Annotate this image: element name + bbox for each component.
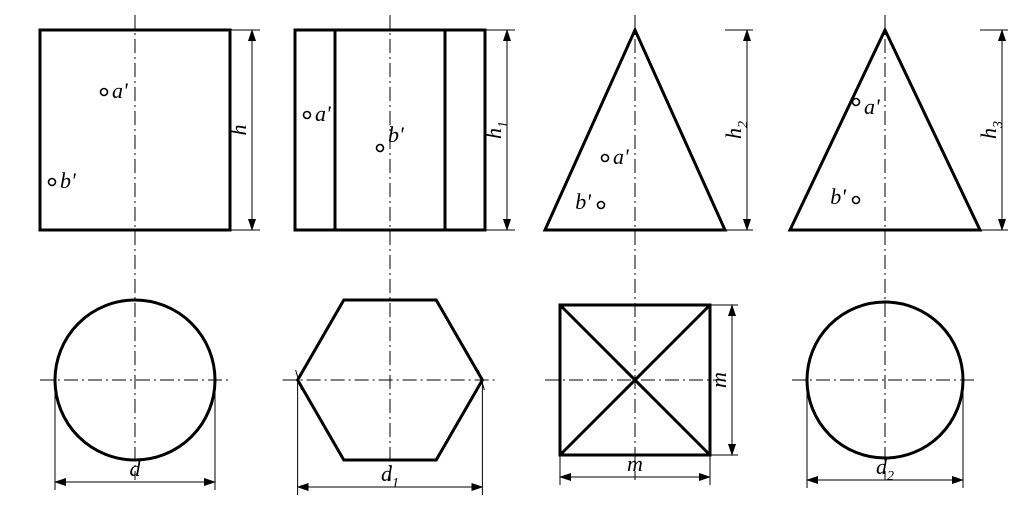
panel-cone [790,15,1008,488]
dim-label: h [226,125,251,136]
point-label: b' [388,122,404,147]
point-b [377,145,384,152]
point-label: b' [830,184,846,209]
point-a [101,89,108,96]
panel-cyl [40,15,260,490]
point-a [853,99,860,106]
svg-text:h: h [226,125,251,136]
svg-text:m: m [706,372,731,388]
point-label: a' [613,144,629,169]
dim-label: m [706,372,731,388]
point-label: a' [864,94,880,119]
point-label: b' [575,189,591,214]
point-b [49,179,56,186]
point-b [598,202,605,209]
point-label: a' [112,78,128,103]
dim-label: m [627,451,643,476]
point-b [853,197,860,204]
point-label: a' [315,101,331,126]
panel-hex [283,15,515,495]
dim-label: d [130,456,142,481]
panel-pyr [545,15,753,485]
point-a [304,112,311,119]
point-a [602,155,609,162]
point-label: b' [60,168,76,193]
